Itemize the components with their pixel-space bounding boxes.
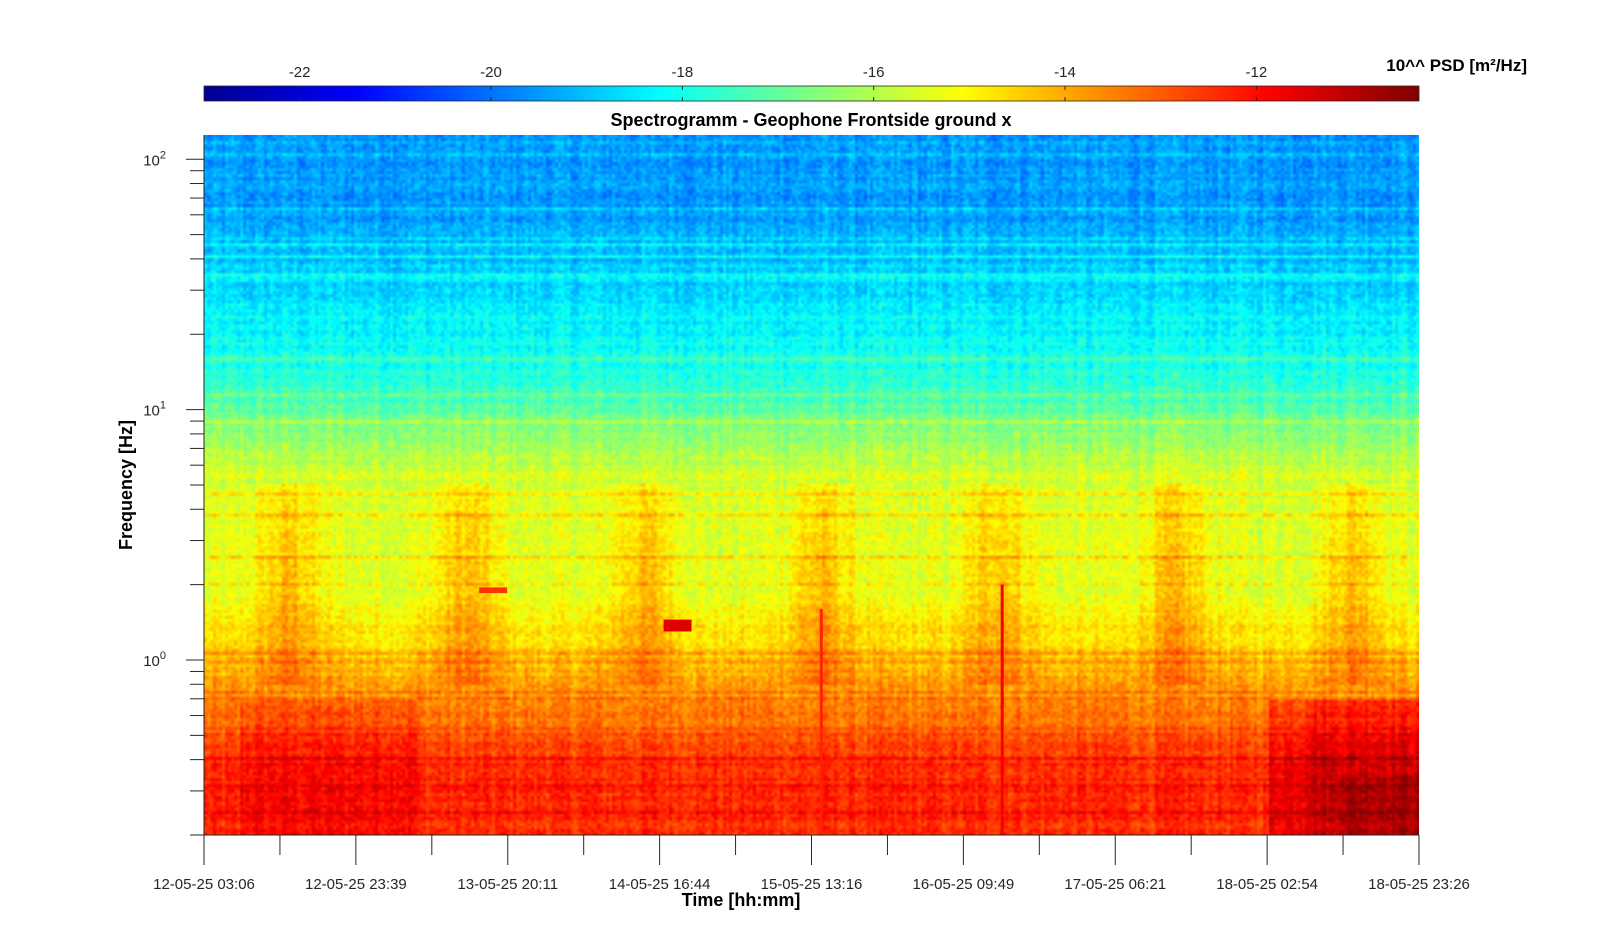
spectrogram-image bbox=[204, 135, 1419, 835]
x-axis: 12-05-25 03:06 12-05-25 23:39 13-05-25 20:… bbox=[153, 834, 1470, 893]
x-tick-label: 18-05-25 23:26 bbox=[1368, 876, 1470, 893]
y-axis: 100 101 102 bbox=[143, 135, 205, 836]
y-tick-label: 100 bbox=[143, 650, 166, 670]
colorbar-ticks: -22 -20 -18 -16 -14 -12 bbox=[289, 64, 1267, 101]
x-tick-label: 13-05-25 20:11 bbox=[457, 876, 558, 893]
x-tick-label: 16-05-25 09:49 bbox=[913, 876, 1015, 893]
colorbar-gradient bbox=[203, 85, 1420, 102]
colorbar-tick-label: -22 bbox=[289, 64, 311, 81]
colorbar-tick-label: -14 bbox=[1054, 64, 1076, 81]
colorbar-label: 10^^ PSD [m²/Hz] bbox=[1386, 56, 1527, 75]
spectrogram-event bbox=[479, 587, 508, 594]
spectrogram-events bbox=[479, 584, 1004, 835]
x-tick-label: 18-05-25 02:54 bbox=[1216, 876, 1318, 893]
x-tick-label: 14-05-25 16:44 bbox=[609, 876, 711, 893]
colorbar-tick-label: -20 bbox=[480, 64, 502, 81]
colorbar-tick-label: -18 bbox=[672, 64, 694, 81]
y-tick-label: 101 bbox=[143, 400, 166, 420]
colorbar-tick-label: -16 bbox=[863, 64, 885, 81]
plot-area bbox=[204, 135, 1419, 835]
x-axis-label: Time [hh:mm] bbox=[682, 890, 801, 910]
chart-title: Spectrogramm - Geophone Frontside ground… bbox=[610, 110, 1011, 130]
y-tick-label: 102 bbox=[143, 149, 166, 169]
spectrogram-event bbox=[819, 608, 823, 835]
y-axis-label: Frequency [Hz] bbox=[116, 420, 136, 550]
colorbar: -22 -20 -18 -16 -14 -12 10^^ PSD [m²/Hz] bbox=[203, 56, 1527, 102]
spectrogram-event bbox=[663, 619, 692, 632]
x-tick-label: 12-05-25 03:06 bbox=[153, 876, 255, 893]
x-tick-label: 17-05-25 06:21 bbox=[1064, 876, 1166, 893]
x-tick-label: 15-05-25 13:16 bbox=[761, 876, 863, 893]
x-tick-label: 12-05-25 23:39 bbox=[305, 876, 407, 893]
colorbar-tick-label: -12 bbox=[1246, 64, 1268, 81]
spectrogram-event bbox=[1000, 584, 1004, 835]
